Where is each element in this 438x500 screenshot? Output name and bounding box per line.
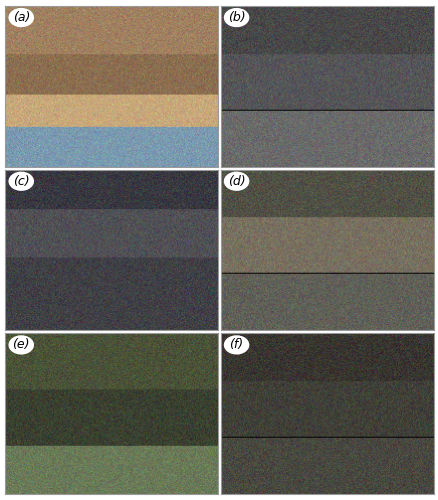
Circle shape	[223, 336, 249, 354]
Text: (c): (c)	[13, 174, 29, 188]
Text: (d): (d)	[227, 174, 245, 188]
Circle shape	[8, 172, 34, 191]
Text: (a): (a)	[13, 11, 30, 24]
Text: (b): (b)	[227, 11, 245, 24]
Circle shape	[223, 172, 249, 191]
Circle shape	[8, 8, 34, 27]
Circle shape	[223, 8, 249, 27]
Circle shape	[8, 336, 34, 354]
Text: (f): (f)	[229, 338, 243, 351]
Text: (e): (e)	[12, 338, 30, 351]
